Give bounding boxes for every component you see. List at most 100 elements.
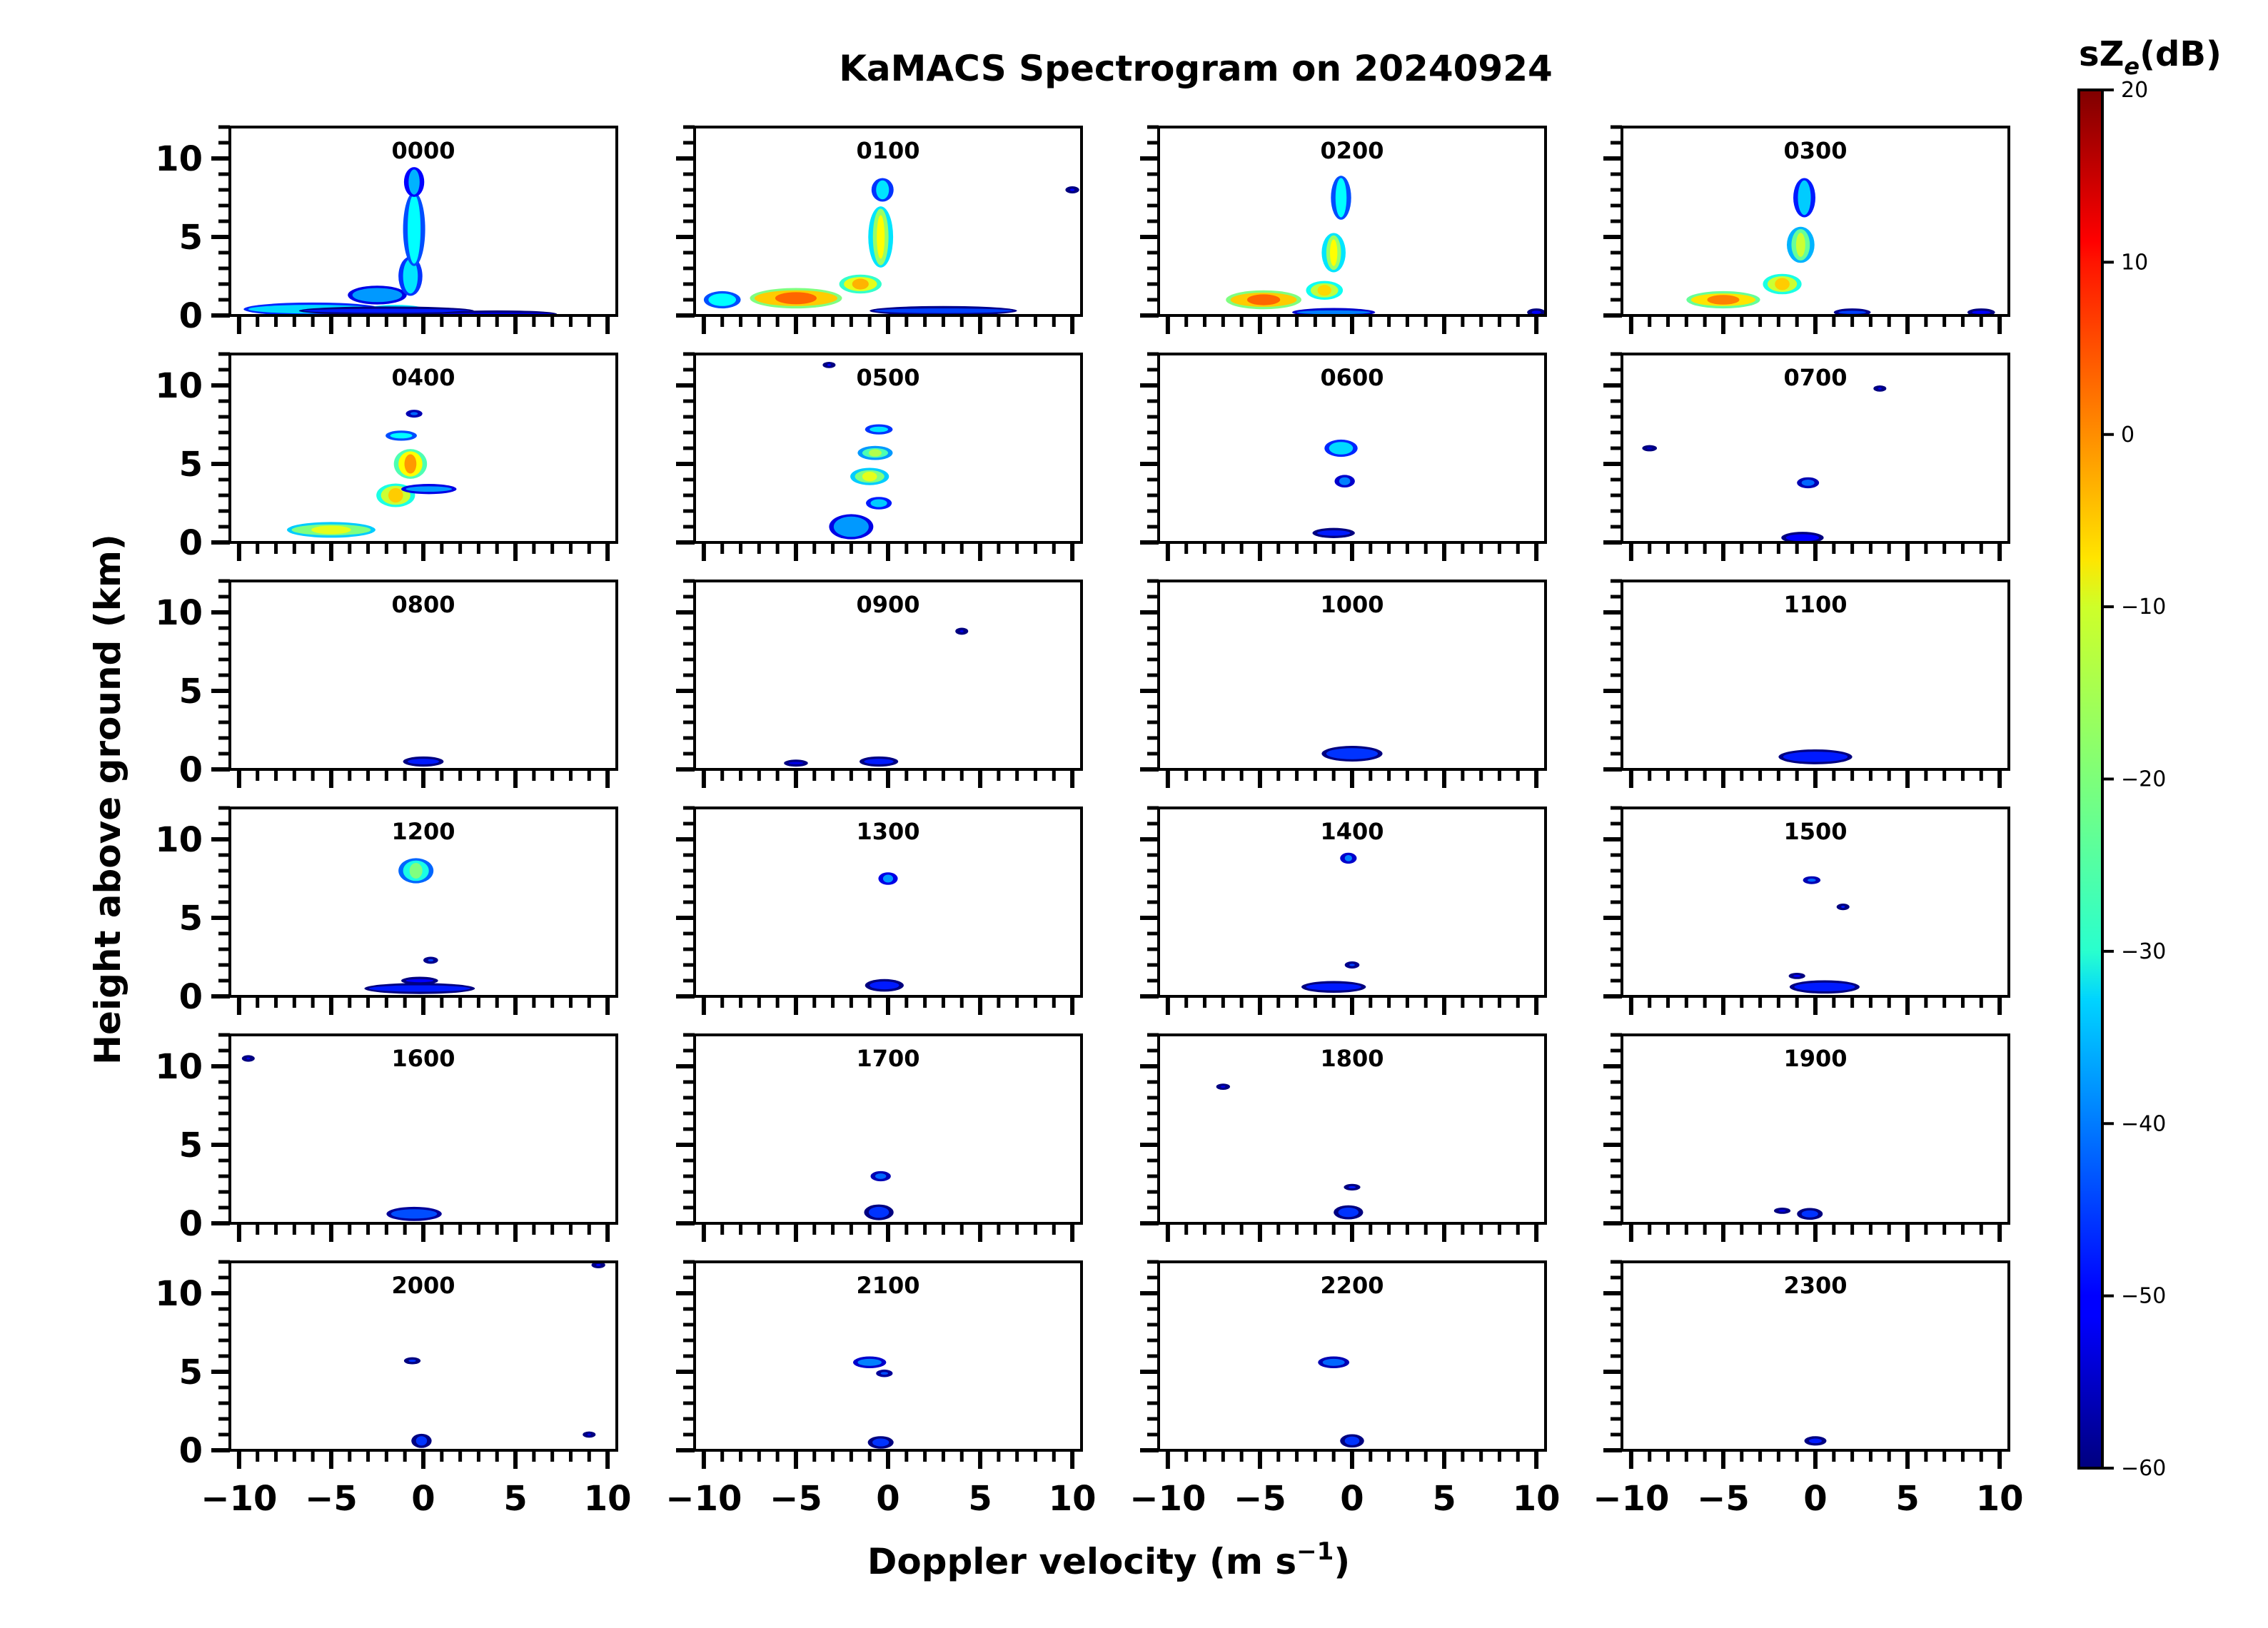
echo-region xyxy=(1338,1208,1359,1218)
y-tick-label: 10 xyxy=(155,139,203,179)
x-tick-label: 10 xyxy=(1513,1479,1561,1519)
echo-region xyxy=(1326,748,1379,759)
panel-time-label: 1100 xyxy=(1783,591,1847,618)
echo-region xyxy=(390,433,413,439)
echo-region xyxy=(1878,387,1882,390)
echo-region xyxy=(587,1433,591,1436)
echo-region xyxy=(875,1173,887,1179)
echo-region xyxy=(864,759,894,764)
echo-region xyxy=(1344,855,1353,861)
echo-region xyxy=(868,1206,889,1218)
spectrogram-panel-2100: 2100 −10 −5 0 5 10 xyxy=(665,1260,1097,1519)
colorbar-tick-label: −20 xyxy=(2121,767,2166,792)
x-tick-label: −10 xyxy=(1593,1479,1669,1519)
panel-time-label: 1800 xyxy=(1320,1045,1384,1072)
spectrogram-panel-0900: 0900 xyxy=(676,579,1083,788)
echo-region xyxy=(1794,982,1855,991)
echo-region xyxy=(882,874,894,883)
x-tick-label: 0 xyxy=(411,1479,435,1519)
spectrogram-panel-1900: 1900 xyxy=(1603,1033,2010,1242)
echo-core xyxy=(852,278,869,290)
panel-time-label: 0700 xyxy=(1783,364,1847,391)
echo-region xyxy=(870,499,887,507)
spectrogram-panel-0100: 0100 xyxy=(676,125,1083,334)
echo-region xyxy=(1778,1209,1786,1212)
echo-core xyxy=(877,215,885,259)
spectrogram-panel-1100: 1100 xyxy=(1603,579,2010,788)
echo-region xyxy=(390,1209,438,1219)
y-tick-label: 0 xyxy=(179,750,203,790)
echo-region xyxy=(405,486,453,492)
y-tick-label: 0 xyxy=(179,523,203,563)
echo-region xyxy=(872,1438,889,1447)
x-tick-label: 5 xyxy=(503,1479,527,1519)
x-tick-label: −5 xyxy=(305,1479,358,1519)
echo-region xyxy=(1316,530,1351,536)
echo-region xyxy=(368,985,470,992)
colorbar-label-subscript: e xyxy=(2124,53,2140,80)
panel-time-label: 0500 xyxy=(856,364,919,391)
colorbar-tick-label: 0 xyxy=(2121,423,2135,448)
echo-core xyxy=(1795,233,1805,257)
colorbar-gradient xyxy=(2077,89,2104,1470)
x-tick-label: 10 xyxy=(1049,1479,1097,1519)
echo-region xyxy=(1306,983,1361,991)
y-tick-label: 0 xyxy=(179,977,203,1017)
spectrogram-panel-0400: 0400 0 5 10 xyxy=(155,352,618,563)
colorbar-tick-label: 20 xyxy=(2121,78,2148,103)
echo-core xyxy=(404,454,417,474)
panel-time-label: 2000 xyxy=(391,1272,455,1299)
panel-time-label: 1600 xyxy=(391,1045,455,1072)
echo-region xyxy=(246,1057,251,1060)
x-tick-label: −10 xyxy=(201,1479,277,1519)
echo-core xyxy=(868,449,882,457)
x-tick-label: 0 xyxy=(876,1479,899,1519)
echo-region xyxy=(408,1359,416,1362)
x-axis-label-exponent: −1 xyxy=(1296,1537,1334,1566)
spectrogram-panel-0200: 0200 xyxy=(1140,125,1547,334)
echo-region xyxy=(303,308,470,313)
spectrogram-panel-0300: 0300 xyxy=(1603,125,2010,334)
x-axis-label-main: Doppler velocity (m s xyxy=(867,1541,1296,1582)
y-tick-label: 10 xyxy=(155,593,203,633)
spectrogram-panel-1400: 1400 xyxy=(1140,806,1547,1015)
spectrogram-panel-1300: 1300 xyxy=(676,806,1083,1015)
panel-time-label: 0300 xyxy=(1783,137,1847,164)
x-tick-label: −5 xyxy=(1234,1479,1286,1519)
echo-core xyxy=(1317,285,1331,296)
echo-region xyxy=(428,959,434,962)
echo-region xyxy=(408,759,439,764)
echo-region xyxy=(870,426,888,433)
y-tick-label: 5 xyxy=(179,445,203,485)
panel-time-label: 1700 xyxy=(856,1045,919,1072)
echo-region xyxy=(1349,964,1355,966)
panel-time-label: 0100 xyxy=(856,137,919,164)
y-tick-label: 10 xyxy=(155,1047,203,1087)
echo-region xyxy=(1808,1438,1823,1444)
echo-region xyxy=(874,308,1013,313)
echo-region xyxy=(1221,1086,1226,1088)
y-tick-label: 5 xyxy=(179,218,203,258)
echo-core xyxy=(1707,295,1740,305)
x-tick-label: 0 xyxy=(1803,1479,1827,1519)
colorbar-ticks: 20 10 0 −10 −20 −30 −40 −50 −60 xyxy=(2102,78,2166,1481)
echo-region xyxy=(408,169,420,195)
echo-region xyxy=(1793,974,1801,977)
panel-time-label: 0900 xyxy=(856,591,919,618)
panel-time-label: 2100 xyxy=(856,1272,919,1299)
echo-region xyxy=(410,412,418,415)
echo-region xyxy=(405,979,434,983)
panel-time-label: 2300 xyxy=(1783,1272,1847,1299)
colorbar-tick-label: −10 xyxy=(2121,595,2166,620)
y-tick-label: 0 xyxy=(179,1431,203,1471)
echo-region xyxy=(1339,477,1351,485)
x-axis-label: Doppler velocity (m s−1) xyxy=(867,1537,1350,1582)
panel-time-label: 0000 xyxy=(391,137,455,164)
panel-time-label: 0800 xyxy=(391,591,455,618)
x-tick-label: −5 xyxy=(1697,1479,1750,1519)
colorbar-label: sZe(dB) xyxy=(2079,34,2222,80)
spectrogram-panel-2000: 2000 0 5 10 −10 −5 0 5 10 xyxy=(155,1260,631,1519)
y-tick-label: 10 xyxy=(155,820,203,860)
chart-title: KaMACS Spectrogram on 20240924 xyxy=(839,48,1553,89)
